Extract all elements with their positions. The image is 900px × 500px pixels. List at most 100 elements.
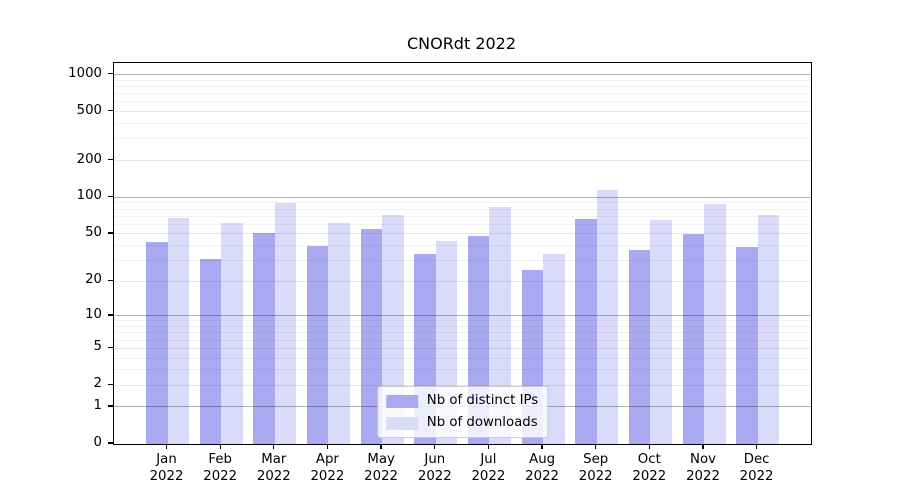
- legend-swatch-distinct-ips: [385, 394, 418, 408]
- bar-nov-distinct-ips: [682, 233, 704, 444]
- x-tick-mark-mar: [273, 444, 275, 449]
- x-tick-mark-apr: [326, 444, 329, 449]
- y-tick-label-500: 500: [76, 102, 102, 118]
- bar-may-distinct-ips: [360, 228, 383, 444]
- gridline-2: [114, 384, 811, 386]
- minor-gridline-80: [114, 208, 811, 210]
- gridline-50: [114, 233, 811, 235]
- legend: Nb of distinct IPs Nb of downloads: [376, 386, 549, 438]
- gridline-5: [114, 347, 811, 349]
- bar-jan-downloads: [167, 217, 189, 444]
- minor-gridline-300: [114, 138, 811, 140]
- gridline-1000: [114, 74, 811, 76]
- y-tick-label-1000: 1000: [68, 65, 102, 81]
- bar-sep-downloads: [596, 190, 619, 444]
- x-tick-label-apr: Apr 2022: [310, 452, 345, 484]
- x-tick-label-sep: Sep 2022: [578, 452, 613, 484]
- minor-gridline-600: [114, 101, 811, 103]
- bar-mar-downloads: [274, 202, 297, 444]
- bar-nov-downloads: [704, 204, 726, 444]
- x-tick-label-oct: Oct 2022: [632, 452, 667, 484]
- bar-dec-downloads: [757, 215, 780, 444]
- y-tick-mark-0: [108, 442, 113, 444]
- x-tick-mark-jan: [165, 444, 168, 449]
- y-axis: 0 1 2 5 10 20 50 100 200 500 1000: [0, 62, 113, 450]
- bar-dec-distinct-ips: [736, 246, 758, 444]
- legend-swatch-downloads: [385, 416, 418, 430]
- x-tick-mark-sep: [595, 444, 597, 449]
- legend-entry-downloads: Nb of downloads: [385, 415, 538, 431]
- bar-mar-distinct-ips: [253, 232, 275, 444]
- x-tick-mark-nov: [702, 444, 704, 449]
- minor-gridline-400: [114, 123, 811, 125]
- y-tick-label-100: 100: [76, 188, 102, 204]
- bar-oct-downloads: [650, 220, 672, 444]
- minor-gridline-90: [114, 202, 811, 204]
- x-tick-label-dec: Dec 2022: [739, 452, 774, 484]
- bar-apr-downloads: [328, 223, 350, 444]
- gridline-10: [114, 315, 811, 317]
- x-tick-label-feb: Feb 2022: [203, 452, 238, 484]
- minor-gridline-8: [114, 326, 811, 327]
- x-tick-mark-oct: [648, 444, 650, 449]
- y-tick-mark-100: [108, 195, 113, 197]
- x-tick-mark-aug: [541, 444, 543, 449]
- minor-gridline-6: [114, 339, 811, 341]
- x-tick-label-jan: Jan 2022: [149, 452, 184, 484]
- y-tick-mark-2: [108, 383, 113, 385]
- x-tick-label-mar: Mar 2022: [256, 452, 291, 484]
- minor-gridline-40: [114, 245, 811, 246]
- x-tick-mark-may: [380, 444, 382, 449]
- gridline-200: [114, 160, 811, 161]
- legend-entry-distinct-ips: Nb of distinct IPs: [385, 393, 539, 409]
- bar-feb-distinct-ips: [199, 258, 222, 444]
- x-axis: Jan 2022 Feb 2022 Mar 2022 Apr 2022 May 2022…: [113, 444, 810, 498]
- y-tick-mark-1: [108, 405, 113, 407]
- y-tick-mark-50: [108, 232, 113, 234]
- y-tick-mark-5: [108, 346, 113, 348]
- y-tick-mark-200: [108, 158, 113, 161]
- x-tick-mark-jul: [487, 444, 490, 449]
- y-tick-label-50: 50: [85, 224, 102, 240]
- x-tick-mark-dec: [755, 444, 758, 449]
- minor-gridline-30: [114, 259, 811, 261]
- y-tick-label-2: 2: [93, 376, 102, 392]
- minor-gridline-900: [114, 79, 811, 81]
- minor-gridline-60: [114, 223, 811, 225]
- bar-aug-downloads: [543, 253, 565, 444]
- x-tick-mark-jun: [434, 444, 436, 449]
- minor-gridline-3: [114, 369, 811, 371]
- y-tick-label-0: 0: [93, 435, 102, 450]
- y-tick-label-5: 5: [93, 339, 102, 355]
- y-tick-mark-10: [108, 314, 113, 316]
- minor-gridline-800: [114, 86, 811, 88]
- minor-gridline-9: [114, 320, 811, 322]
- bar-jul-downloads: [489, 206, 511, 444]
- y-tick-mark-20: [108, 279, 113, 281]
- y-tick-label-20: 20: [85, 272, 102, 288]
- y-tick-label-10: 10: [85, 306, 102, 322]
- y-tick-mark-500: [108, 109, 113, 112]
- x-tick-label-aug: Aug 2022: [525, 452, 560, 484]
- minor-gridline-700: [114, 93, 811, 95]
- minor-gridline-70: [114, 215, 811, 217]
- legend-label-distinct-ips: Nb of distinct IPs: [426, 393, 539, 408]
- gridline-100: [114, 196, 811, 198]
- y-tick-mark-1000: [108, 72, 113, 75]
- x-tick-label-jul: Jul 2022: [471, 452, 506, 484]
- gridline-20: [114, 280, 811, 282]
- minor-gridline-7: [114, 332, 811, 334]
- y-tick-label-200: 200: [76, 151, 102, 167]
- plot-area: Nb of distinct IPs Nb of downloads: [113, 62, 812, 445]
- x-tick-label-jun: Jun 2022: [417, 452, 452, 484]
- bar-apr-distinct-ips: [306, 245, 329, 444]
- chart-title: CNORdt 2022: [406, 34, 517, 53]
- legend-label-downloads: Nb of downloads: [426, 415, 538, 430]
- bar-jan-distinct-ips: [146, 241, 168, 444]
- bar-feb-downloads: [221, 222, 243, 444]
- gridline-500: [114, 111, 811, 113]
- y-tick-label-1: 1: [93, 397, 102, 413]
- x-tick-mark-feb: [219, 444, 221, 449]
- bar-oct-distinct-ips: [628, 249, 651, 444]
